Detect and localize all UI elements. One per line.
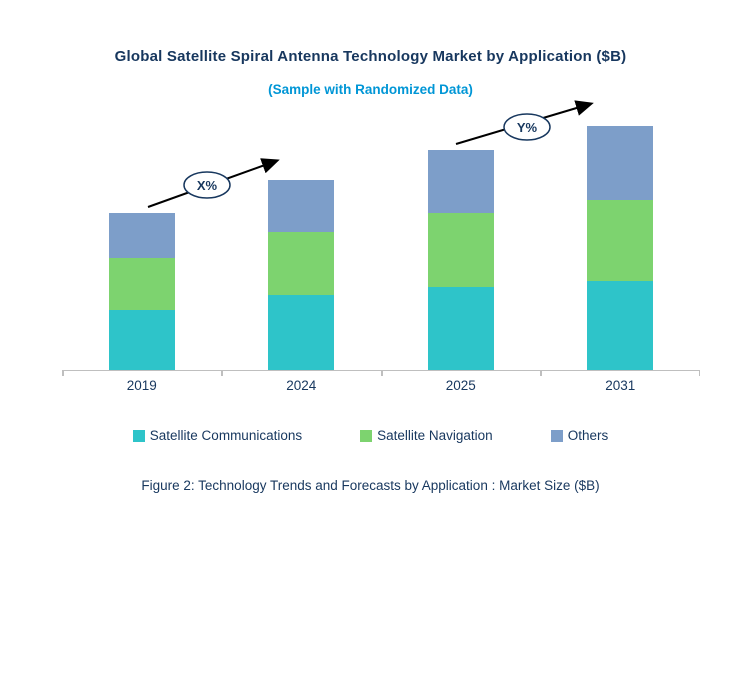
axis-tick <box>381 371 383 376</box>
figure-caption: Figure 2: Technology Trends and Forecast… <box>141 478 600 493</box>
bar-2031 <box>587 126 654 370</box>
segment-others-2031 <box>587 126 654 200</box>
legend-label-navigation: Satellite Navigation <box>377 428 493 443</box>
segment-others-2019 <box>108 213 175 258</box>
segment-satellite-navigation-2031 <box>587 200 654 281</box>
axis-tick <box>221 371 223 376</box>
bar-2024 <box>268 180 335 370</box>
segment-satellite-communications-2019 <box>108 310 175 370</box>
bar-2019 <box>108 213 175 370</box>
x-label-2031: 2031 <box>605 378 636 393</box>
segment-satellite-navigation-2024 <box>268 232 335 295</box>
plot-area <box>62 100 700 376</box>
legend-item-others: Others <box>550 428 609 443</box>
axis-tick <box>62 371 64 376</box>
segment-satellite-navigation-2019 <box>108 258 175 310</box>
axis-tick <box>698 371 700 376</box>
legend-swatch-others-icon <box>550 429 563 442</box>
bar-2025 <box>427 150 494 370</box>
segment-others-2025 <box>427 150 494 213</box>
segment-satellite-communications-2031 <box>587 281 654 370</box>
chart-subtitle: (Sample with Randomized Data) <box>268 82 473 97</box>
legend-swatch-navigation-icon <box>360 429 373 442</box>
segment-satellite-communications-2025 <box>427 287 494 370</box>
legend-label-communications: Satellite Communications <box>149 428 303 443</box>
segment-satellite-navigation-2025 <box>427 213 494 287</box>
x-label-2024: 2024 <box>286 378 317 393</box>
legend-item-communications: Satellite Communications <box>132 428 303 443</box>
chart-legend: Satellite Communications Satellite Navig… <box>0 428 741 443</box>
chart-title: Global Satellite Spiral Antenna Technolo… <box>114 48 627 65</box>
legend-item-navigation: Satellite Navigation <box>360 428 493 443</box>
x-label-2025: 2025 <box>445 378 476 393</box>
segment-satellite-communications-2024 <box>268 295 335 370</box>
axis-tick <box>540 371 542 376</box>
legend-label-others: Others <box>567 428 609 443</box>
x-label-2019: 2019 <box>126 378 157 393</box>
legend-swatch-communications-icon <box>132 429 145 442</box>
segment-others-2024 <box>268 180 335 232</box>
x-axis-labels: 2019 2024 2025 2031 <box>62 378 700 393</box>
